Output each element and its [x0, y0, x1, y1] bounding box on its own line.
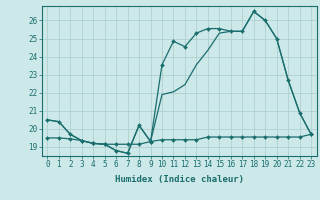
X-axis label: Humidex (Indice chaleur): Humidex (Indice chaleur)	[115, 175, 244, 184]
